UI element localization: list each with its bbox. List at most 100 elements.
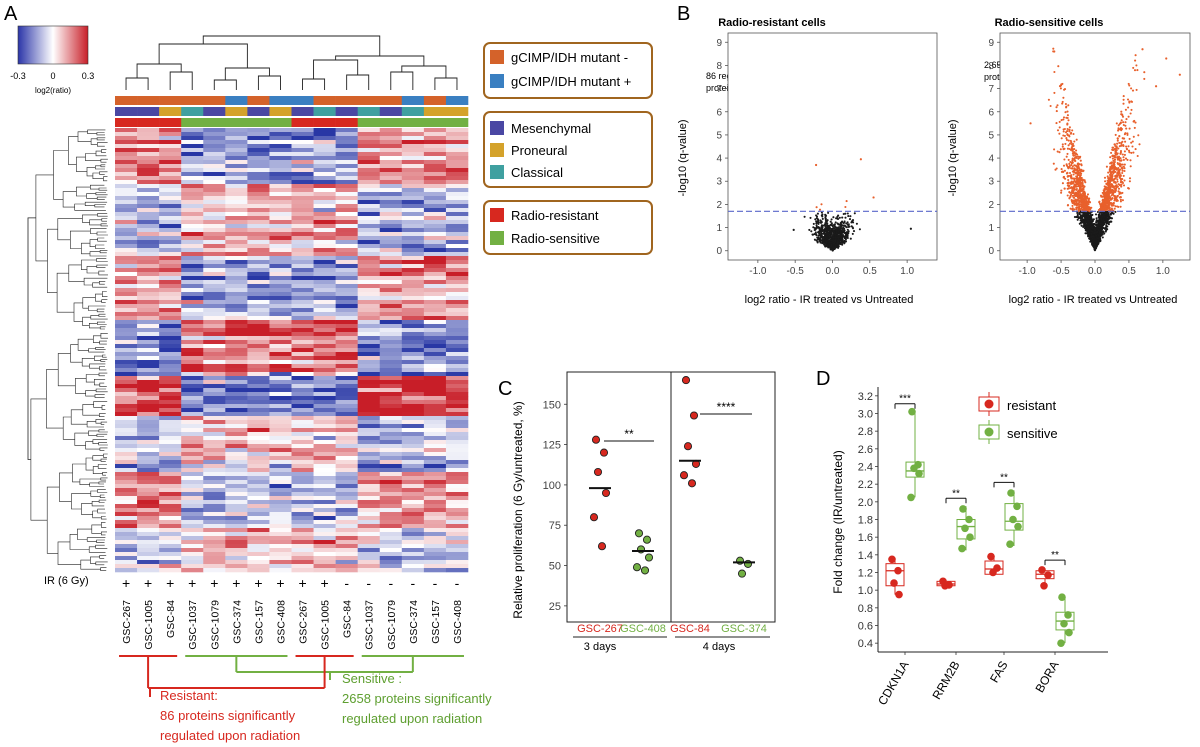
heatmap-cell (137, 368, 160, 373)
heatmap-cell (269, 296, 292, 301)
heatmap-cell (313, 272, 336, 277)
heatmap-cell (423, 268, 447, 273)
significant-protein-point (1119, 205, 1122, 208)
heatmap-cell (313, 528, 336, 533)
heatmap-cell (357, 436, 381, 441)
heatmap-cell (357, 320, 381, 325)
heatmap-cell (137, 200, 160, 205)
dendrogram-branch (213, 79, 237, 90)
ir-sign: + (166, 575, 174, 591)
radio-annotation-cell (269, 118, 292, 127)
heatmap-cell (357, 504, 381, 509)
heatmap-cell (137, 212, 160, 217)
sample-label: GSC-267 (121, 600, 133, 644)
heatmap-cell (379, 280, 403, 285)
heatmap-cell (379, 524, 403, 529)
volcano-sensitive-ylabel: -log10 (q-value) (947, 119, 959, 196)
heatmap-cell (247, 128, 270, 133)
heatmap-cell (423, 220, 447, 225)
heatmap-cell (269, 544, 292, 549)
heatmap-cell (357, 340, 381, 345)
heatmap-cell (181, 520, 204, 525)
significant-protein-point (1134, 148, 1137, 151)
heatmap-cell (423, 236, 447, 241)
heatmap-cell (137, 480, 160, 485)
heatmap-cell (401, 532, 425, 537)
dendrogram-branch (102, 291, 108, 297)
protein-point (1091, 219, 1094, 222)
radio-annotation-cell (203, 118, 226, 127)
heatmap-cell (313, 444, 336, 449)
heatmap-cell (291, 388, 314, 393)
heatmap-cell (203, 336, 226, 341)
heatmap-cell (357, 228, 381, 233)
heatmap-cell (423, 520, 447, 525)
volcano-ytick-label: 8 (716, 61, 722, 72)
heatmap-cell (247, 140, 270, 145)
significant-protein-point (1128, 137, 1131, 140)
protein-point (808, 228, 811, 231)
heatmap-cell (203, 468, 226, 473)
heatmap-cell (423, 444, 447, 449)
subtype-annotation-cell (335, 107, 358, 116)
significant-protein-point (1079, 159, 1082, 162)
heatmap-cell (335, 536, 358, 541)
heatmap-cell (291, 232, 314, 237)
heatmap-cell (379, 372, 403, 377)
heatmap-cell (203, 412, 226, 417)
heatmap-cell (423, 404, 447, 409)
heatmap-cell (115, 380, 138, 385)
heatmap-cell (115, 528, 138, 533)
heatmap-cell (357, 224, 381, 229)
significant-protein-point (1062, 164, 1066, 167)
heatmap-cell (445, 456, 469, 461)
heatmap-cell (159, 548, 182, 553)
heatmap-cell (423, 248, 447, 253)
heatmap-cell (137, 380, 160, 385)
heatmap-cell (159, 420, 182, 425)
heatmap-cell (379, 292, 403, 297)
heatmap-cell (181, 436, 204, 441)
heatmap-cell (269, 160, 292, 165)
heatmap-cell (357, 528, 381, 533)
heatmap-cell (401, 192, 425, 197)
heatmap-cell (445, 396, 469, 401)
volcano-ytick-label: 6 (716, 107, 722, 118)
heatmap-cell (159, 268, 182, 273)
heatmap-cell (357, 360, 381, 365)
significant-protein-point (1073, 140, 1076, 143)
heatmap-cell (401, 160, 425, 165)
heatmap-cell (115, 188, 138, 193)
heatmap-cell (181, 300, 204, 305)
dendrogram-branch (92, 282, 108, 288)
heatmap-cell (445, 180, 469, 185)
heatmap-cell (357, 428, 381, 433)
heatmap-cell (203, 396, 226, 401)
heatmap-cell (225, 412, 248, 417)
heatmap-cell (445, 452, 469, 457)
heatmap-cell (269, 348, 292, 353)
heatmap-cell (335, 276, 358, 281)
heatmap-cell (225, 480, 248, 485)
subtype-annotation-cell (137, 107, 160, 116)
heatmap-cell (335, 516, 358, 521)
heatmap-cell (335, 268, 358, 273)
heatmap-cell (291, 420, 314, 425)
heatmap-cell (379, 512, 403, 517)
heatmap-cell (291, 244, 314, 249)
heatmap-cell (401, 300, 425, 305)
heatmap-cell (247, 548, 270, 553)
heatmap-cell (269, 308, 292, 313)
significant-protein-point (1060, 137, 1063, 140)
heatmap-cell (203, 316, 226, 321)
heatmap-cell (137, 376, 160, 381)
protein-point (829, 247, 832, 250)
legend-swatch-mesenchymal (490, 121, 504, 135)
heatmap-cell (269, 256, 292, 261)
heatmap-cell (335, 452, 358, 457)
heatmap-cell (357, 448, 381, 453)
significant-protein-point (1128, 180, 1131, 183)
heatmap-cell (401, 452, 425, 457)
protein-point (1094, 223, 1097, 226)
protein-point (834, 243, 837, 246)
